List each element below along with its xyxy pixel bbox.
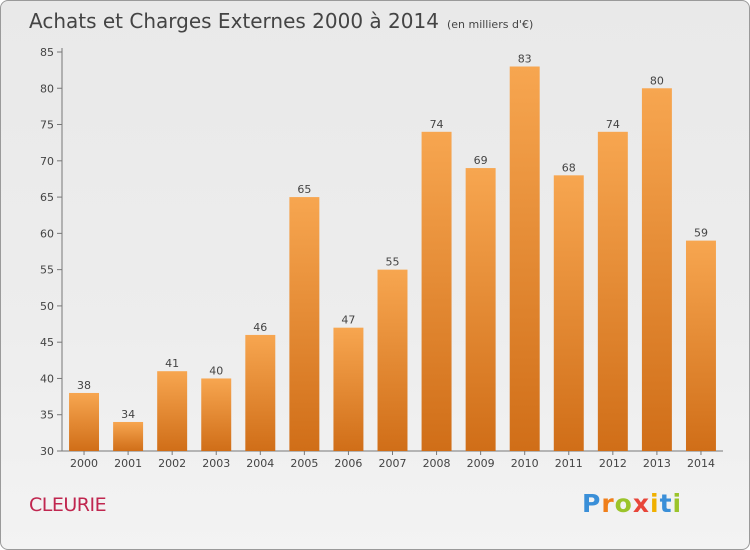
bar-2012 (597, 131, 628, 452)
data-label-2012: 74 (606, 118, 620, 131)
x-tick-label: 2009 (467, 457, 495, 470)
x-tick-label: 2011 (555, 457, 583, 470)
x-tick-label: 2002 (158, 457, 186, 470)
data-label-2001: 34 (121, 408, 135, 421)
bar-2003 (201, 378, 232, 451)
x-tick-label: 2004 (246, 457, 274, 470)
data-label-2004: 46 (253, 321, 267, 334)
bar-2005 (289, 197, 320, 451)
y-tick-label: 70 (40, 155, 54, 168)
x-tick-label: 2013 (643, 457, 671, 470)
y-tick-label: 60 (40, 227, 54, 240)
bar-2004 (245, 334, 276, 451)
bar-2010 (509, 66, 540, 451)
y-tick-label: 80 (40, 82, 54, 95)
bar-2008 (421, 131, 452, 452)
logo-letter: r (601, 489, 615, 518)
y-tick-label: 65 (40, 191, 54, 204)
data-label-2008: 74 (430, 118, 444, 131)
bar-2007 (377, 269, 408, 451)
y-tick-label: 50 (40, 300, 54, 313)
x-tick-label: 2001 (114, 457, 142, 470)
y-tick-label: 45 (40, 336, 54, 349)
x-tick-label: 2000 (70, 457, 98, 470)
chart-subtitle: (en milliers d'€) (446, 18, 534, 31)
logo-letter: t (659, 489, 673, 518)
proxiti-logo: Proxiti (582, 489, 682, 518)
bar-2013 (641, 88, 672, 451)
bar-2000 (69, 392, 100, 451)
chart-title: Achats et Charges Externes 2000 à 2014 (29, 9, 439, 33)
y-tick-label: 55 (40, 264, 54, 277)
data-label-2005: 65 (297, 183, 311, 196)
y-tick-label: 75 (40, 119, 54, 132)
logo-letter: P (582, 489, 602, 518)
commune-name: CLEURIE (29, 494, 107, 516)
bar-2002 (157, 371, 188, 451)
logo-letter: x (632, 489, 650, 518)
data-label-2010: 83 (518, 53, 532, 66)
x-tick-label: 2003 (202, 457, 230, 470)
data-label-2013: 80 (650, 74, 664, 87)
chart-title-block: Achats et Charges Externes 2000 à 2014 (e… (29, 9, 533, 33)
data-label-2006: 47 (341, 314, 355, 327)
data-label-2009: 69 (474, 154, 488, 167)
logo-letter: i (672, 489, 683, 518)
bar-2009 (465, 168, 496, 451)
data-label-2003: 40 (209, 364, 223, 377)
x-tick-label: 2007 (379, 457, 407, 470)
y-tick-label: 35 (40, 409, 54, 422)
data-label-2014: 59 (694, 227, 708, 240)
bar-2014 (685, 240, 716, 451)
x-tick-label: 2005 (290, 457, 318, 470)
bar-2006 (333, 327, 364, 451)
data-label-2002: 41 (165, 357, 179, 370)
y-tick-label: 40 (40, 372, 54, 385)
x-tick-label: 2008 (423, 457, 451, 470)
x-tick-label: 2006 (334, 457, 362, 470)
x-tick-label: 2010 (511, 457, 539, 470)
y-tick-label: 85 (40, 46, 54, 59)
bar-2011 (553, 175, 584, 451)
logo-letter: o (614, 489, 633, 518)
x-tick-label: 2014 (687, 457, 715, 470)
data-label-2011: 68 (562, 161, 576, 174)
x-tick-label: 2012 (599, 457, 627, 470)
data-label-2007: 55 (386, 256, 400, 269)
y-tick-label: 30 (40, 445, 54, 458)
logo-letter: i (650, 489, 660, 518)
bar-2001 (113, 421, 144, 451)
data-label-2000: 38 (77, 379, 91, 392)
